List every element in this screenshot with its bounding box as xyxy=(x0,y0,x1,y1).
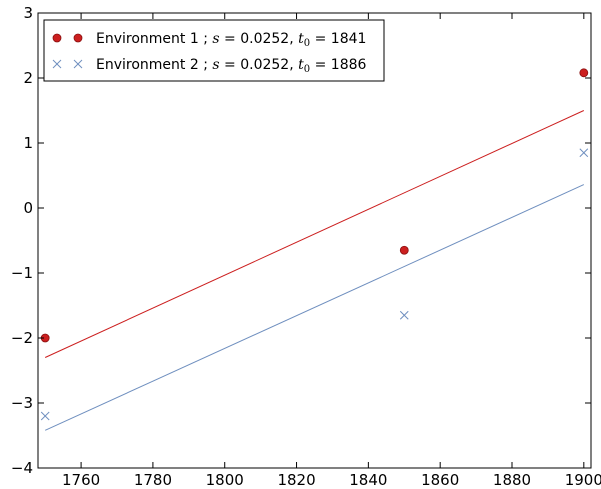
data-point-series-2 xyxy=(40,411,50,421)
axis-ticks xyxy=(38,12,591,469)
legend-label-environment-2: Environment 2 ; s = 0.0252, t0 = 1886 xyxy=(96,57,367,75)
x-tick-label: 1820 xyxy=(277,471,315,489)
x-tick-label: 1840 xyxy=(349,471,387,489)
plot-area xyxy=(38,13,591,468)
y-tick-label: 0 xyxy=(23,199,33,217)
x-marker-stroke xyxy=(399,310,409,320)
data-point-series-1 xyxy=(579,68,589,78)
x-tick-label: 1900 xyxy=(565,471,601,489)
data-point-series-2 xyxy=(579,148,589,158)
legend-label-environment-1: Environment 1 ; s = 0.0252, t0 = 1841 xyxy=(96,31,366,49)
data-point-series-1 xyxy=(399,245,409,255)
legend-marker-circle xyxy=(73,33,83,43)
x-tick-label: 1880 xyxy=(493,471,531,489)
fit-line-series-1 xyxy=(44,110,585,358)
y-tick-label: −2 xyxy=(11,329,33,347)
legend-marker-circle xyxy=(52,33,62,43)
data-point-series-2 xyxy=(399,310,409,320)
y-tick-label: −4 xyxy=(11,459,33,477)
x-tick-label: 1780 xyxy=(134,471,172,489)
x-tick-label: 1860 xyxy=(421,471,459,489)
legend-entry-environment-1: Environment 1 ; s = 0.0252, t0 = 1841 xyxy=(52,31,366,49)
legend-box xyxy=(43,19,385,82)
legend: Environment 1 ; s = 0.0252, t0 = 1841 En… xyxy=(43,19,385,82)
x-marker-stroke xyxy=(579,148,589,158)
legend-entry-environment-2: Environment 2 ; s = 0.0252, t0 = 1886 xyxy=(52,57,367,75)
plot-frame xyxy=(37,12,592,469)
x-marker-stroke xyxy=(40,411,50,421)
data-points xyxy=(40,68,589,421)
legend-marker-x xyxy=(52,59,62,69)
y-tick-label: 2 xyxy=(23,69,33,87)
fit-line-series-2 xyxy=(44,184,585,431)
y-tick-label: 3 xyxy=(23,4,33,22)
x-tick-labels: 1760 1780 1800 1820 1840 1860 1880 1900 xyxy=(62,471,601,489)
x-tick-label: 1760 xyxy=(62,471,100,489)
y-tick-label: −1 xyxy=(11,264,33,282)
x-tick-label: 1800 xyxy=(206,471,244,489)
y-tick-labels: −4 −3 −2 −1 0 1 2 3 xyxy=(11,4,33,477)
y-tick-label: 1 xyxy=(23,134,33,152)
legend-marker-x xyxy=(73,59,83,69)
fit-lines xyxy=(44,110,585,431)
y-tick-label: −3 xyxy=(11,394,33,412)
